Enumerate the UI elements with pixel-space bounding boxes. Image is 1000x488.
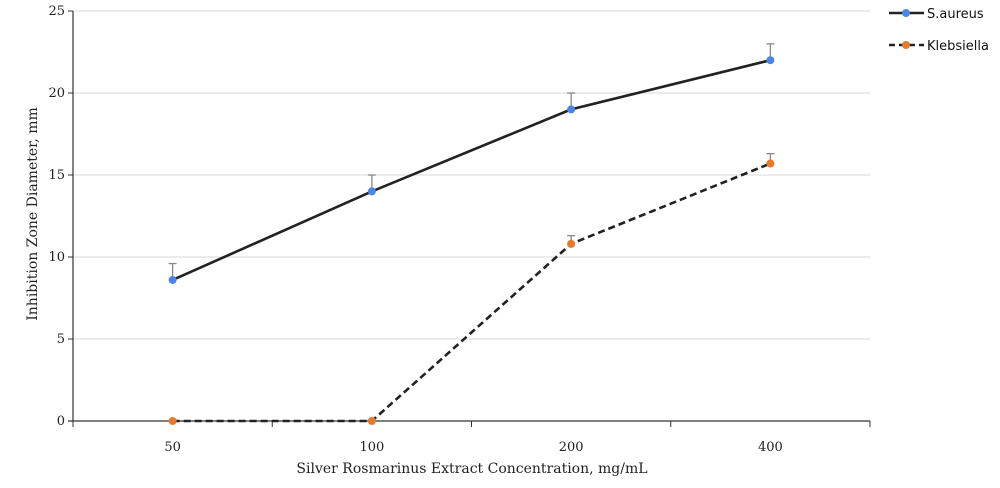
data-point bbox=[567, 105, 576, 114]
data-point bbox=[168, 417, 177, 425]
y-tick-label: 20 bbox=[48, 86, 65, 101]
data-point bbox=[567, 239, 576, 248]
y-tick-labels: 0 5 10 15 20 25 bbox=[48, 4, 65, 429]
series-s-aureus bbox=[168, 43, 775, 284]
data-point bbox=[766, 159, 775, 168]
legend-marker bbox=[902, 41, 910, 49]
legend: S.aureus Klebsiella bbox=[889, 7, 989, 54]
legend-item: S.aureus bbox=[889, 7, 984, 22]
y-tick-label: 25 bbox=[48, 4, 65, 19]
x-tick-label: 200 bbox=[559, 440, 584, 455]
legend-label: Klebsiella bbox=[927, 39, 989, 54]
y-axis-title: Inhibition Zone Diameter, mm bbox=[25, 107, 41, 321]
series-klebsiella bbox=[168, 153, 775, 425]
x-tick-label: 100 bbox=[359, 440, 384, 455]
y-tick-label: 5 bbox=[57, 332, 65, 347]
x-tick-labels: 50 100 200 400 bbox=[164, 440, 782, 455]
x-tick-label: 400 bbox=[758, 440, 783, 455]
series-line bbox=[172, 58, 771, 282]
series-line bbox=[172, 162, 771, 423]
axes bbox=[68, 10, 871, 427]
y-tick-label: 10 bbox=[48, 250, 65, 265]
data-point bbox=[766, 56, 775, 65]
legend-marker bbox=[902, 9, 910, 17]
series-group bbox=[168, 43, 775, 425]
y-tick-label: 0 bbox=[57, 414, 65, 429]
y-tick-label: 15 bbox=[48, 168, 65, 183]
x-tick-label: 50 bbox=[164, 440, 181, 455]
data-point bbox=[367, 417, 376, 425]
gridlines bbox=[73, 10, 870, 340]
x-axis-title: Silver Rosmarinus Extract Concentration,… bbox=[296, 461, 647, 477]
data-point bbox=[168, 275, 177, 284]
legend-item: Klebsiella bbox=[889, 39, 989, 54]
data-point bbox=[367, 187, 376, 196]
legend-label: S.aureus bbox=[927, 7, 984, 22]
